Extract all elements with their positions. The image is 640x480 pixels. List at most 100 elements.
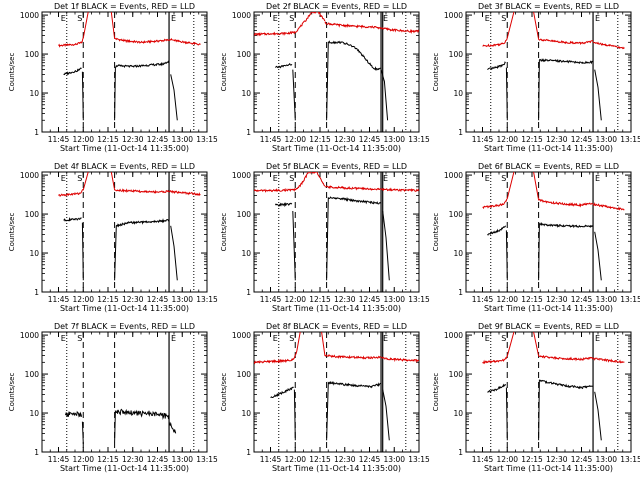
x-axis-label: Start Time (11-Oct-14 11:35:00) — [272, 144, 401, 153]
chart-title: Det 8f BLACK = Events, RED = LLD — [266, 322, 407, 331]
lld-trace — [482, 332, 515, 365]
events-trace — [81, 71, 84, 121]
y-tick-label: 1000 — [232, 11, 251, 20]
x-tick-label: 13:00 — [595, 295, 617, 304]
events-trace — [114, 408, 170, 443]
y-axis-label: Counts/sec — [8, 373, 16, 412]
y-axis-label: Counts/sec — [220, 213, 228, 252]
chart-title: Det 2f BLACK = Events, RED = LLD — [266, 2, 407, 11]
x-axis-label: Start Time (11-Oct-14 11:35:00) — [272, 464, 401, 473]
marker-letter: E — [595, 334, 600, 343]
events-trace — [382, 210, 390, 281]
x-tick-label: 12:15 — [521, 135, 543, 144]
marker-letter: E — [595, 14, 600, 23]
y-tick-label: 1 — [246, 448, 251, 457]
chart-title: Det 3f BLACK = Events, RED = LLD — [478, 2, 619, 11]
x-tick-label: 11:45 — [260, 455, 282, 464]
y-tick-label: 1 — [34, 288, 39, 297]
x-tick-label: 12:30 — [334, 135, 356, 144]
detector-panel: Det 5f BLACK = Events, RED = LLD 1 10 100 10… — [220, 162, 430, 313]
lld-trace — [482, 172, 515, 210]
y-tick-label: 100 — [237, 50, 252, 59]
detector-panel: Det 1f BLACK = Events, RED = LLD 1 10 100 10… — [8, 2, 218, 153]
x-tick-label: 11:45 — [472, 295, 494, 304]
x-tick-label: 12:45 — [147, 135, 169, 144]
marker-letter: E — [61, 14, 66, 23]
y-axis-label: Counts/sec — [8, 53, 16, 92]
y-axis-label: Counts/sec — [432, 373, 440, 412]
x-tick-label: 12:15 — [309, 135, 331, 144]
x-tick-label: 12:30 — [546, 455, 568, 464]
x-tick-label: 12:30 — [122, 455, 144, 464]
events-trace — [81, 421, 84, 445]
x-tick-label: 12:45 — [359, 135, 381, 144]
events-trace — [81, 222, 84, 281]
marker-letter: S — [289, 174, 294, 183]
marker-letter: E — [485, 334, 490, 343]
lld-trace — [592, 357, 625, 364]
marker-letter: E — [383, 334, 388, 343]
x-axis-label: Start Time (11-Oct-14 11:35:00) — [60, 304, 189, 313]
y-axis-label: Counts/sec — [8, 213, 16, 252]
x-axis-label: Start Time (11-Oct-14 11:35:00) — [60, 464, 189, 473]
chart-title: Det 9f BLACK = Events, RED = LLD — [478, 322, 619, 331]
x-tick-label: 13:00 — [595, 135, 617, 144]
x-tick-label: 13:00 — [383, 135, 405, 144]
lld-trace — [533, 12, 594, 46]
events-trace — [505, 67, 508, 121]
x-tick-label: 13:15 — [408, 295, 430, 304]
detector-panel: Det 7f BLACK = Events, RED = LLD 1 10 100 10… — [8, 322, 218, 473]
x-tick-label: 12:15 — [97, 295, 119, 304]
x-tick-label: 13:00 — [171, 455, 193, 464]
events-trace — [114, 218, 170, 281]
lld-trace — [592, 41, 625, 50]
x-tick-label: 13:15 — [196, 135, 218, 144]
events-trace — [63, 216, 82, 222]
events-trace — [292, 69, 296, 121]
x-tick-label: 12:30 — [334, 295, 356, 304]
x-tick-label: 11:45 — [472, 135, 494, 144]
events-trace — [594, 69, 602, 121]
events-trace — [487, 383, 507, 394]
lld-trace — [254, 332, 301, 365]
detector-panel: Det 9f BLACK = Events, RED = LLD 1 10 100 10… — [432, 322, 640, 473]
events-trace — [538, 379, 594, 441]
marker-letter: E — [61, 334, 66, 343]
lld-trace — [533, 332, 594, 362]
y-tick-label: 100 — [25, 370, 40, 379]
detector-panel: Det 4f BLACK = Events, RED = LLD 1 10 100 10… — [8, 162, 218, 313]
y-tick-label: 10 — [241, 89, 251, 98]
x-tick-label: 13:15 — [408, 455, 430, 464]
x-tick-label: 13:00 — [171, 295, 193, 304]
events-trace — [170, 74, 178, 121]
x-tick-label: 12:00 — [496, 455, 518, 464]
x-tick-label: 12:00 — [284, 135, 306, 144]
lld-trace — [254, 12, 326, 37]
x-axis-label: Start Time (11-Oct-14 11:35:00) — [484, 144, 613, 153]
y-tick-label: 1000 — [232, 331, 251, 340]
y-axis-label: Counts/sec — [220, 53, 228, 92]
lld-trace — [58, 172, 89, 198]
marker-letter: S — [77, 174, 82, 183]
x-tick-label: 12:15 — [521, 455, 543, 464]
lld-trace — [482, 12, 515, 48]
marker-letter: E — [171, 174, 176, 183]
x-tick-label: 12:00 — [496, 295, 518, 304]
y-tick-label: 10 — [241, 409, 251, 418]
x-tick-label: 13:00 — [171, 135, 193, 144]
events-trace — [114, 60, 170, 121]
detector-panel: Det 6f BLACK = Events, RED = LLD 1 10 100 10… — [432, 162, 640, 313]
y-tick-label: 100 — [237, 370, 252, 379]
events-trace — [270, 386, 294, 398]
marker-letter: E — [595, 174, 600, 183]
events-trace — [326, 40, 382, 121]
y-tick-label: 1 — [246, 128, 251, 137]
chart-title: Det 7f BLACK = Events, RED = LLD — [54, 322, 195, 331]
events-trace — [380, 69, 389, 121]
y-tick-label: 10 — [29, 89, 39, 98]
lld-trace — [321, 332, 382, 360]
lld-trace — [324, 21, 419, 34]
x-tick-label: 12:45 — [147, 295, 169, 304]
x-tick-label: 12:45 — [359, 455, 381, 464]
chart-title: Det 1f BLACK = Events, RED = LLD — [54, 2, 195, 11]
